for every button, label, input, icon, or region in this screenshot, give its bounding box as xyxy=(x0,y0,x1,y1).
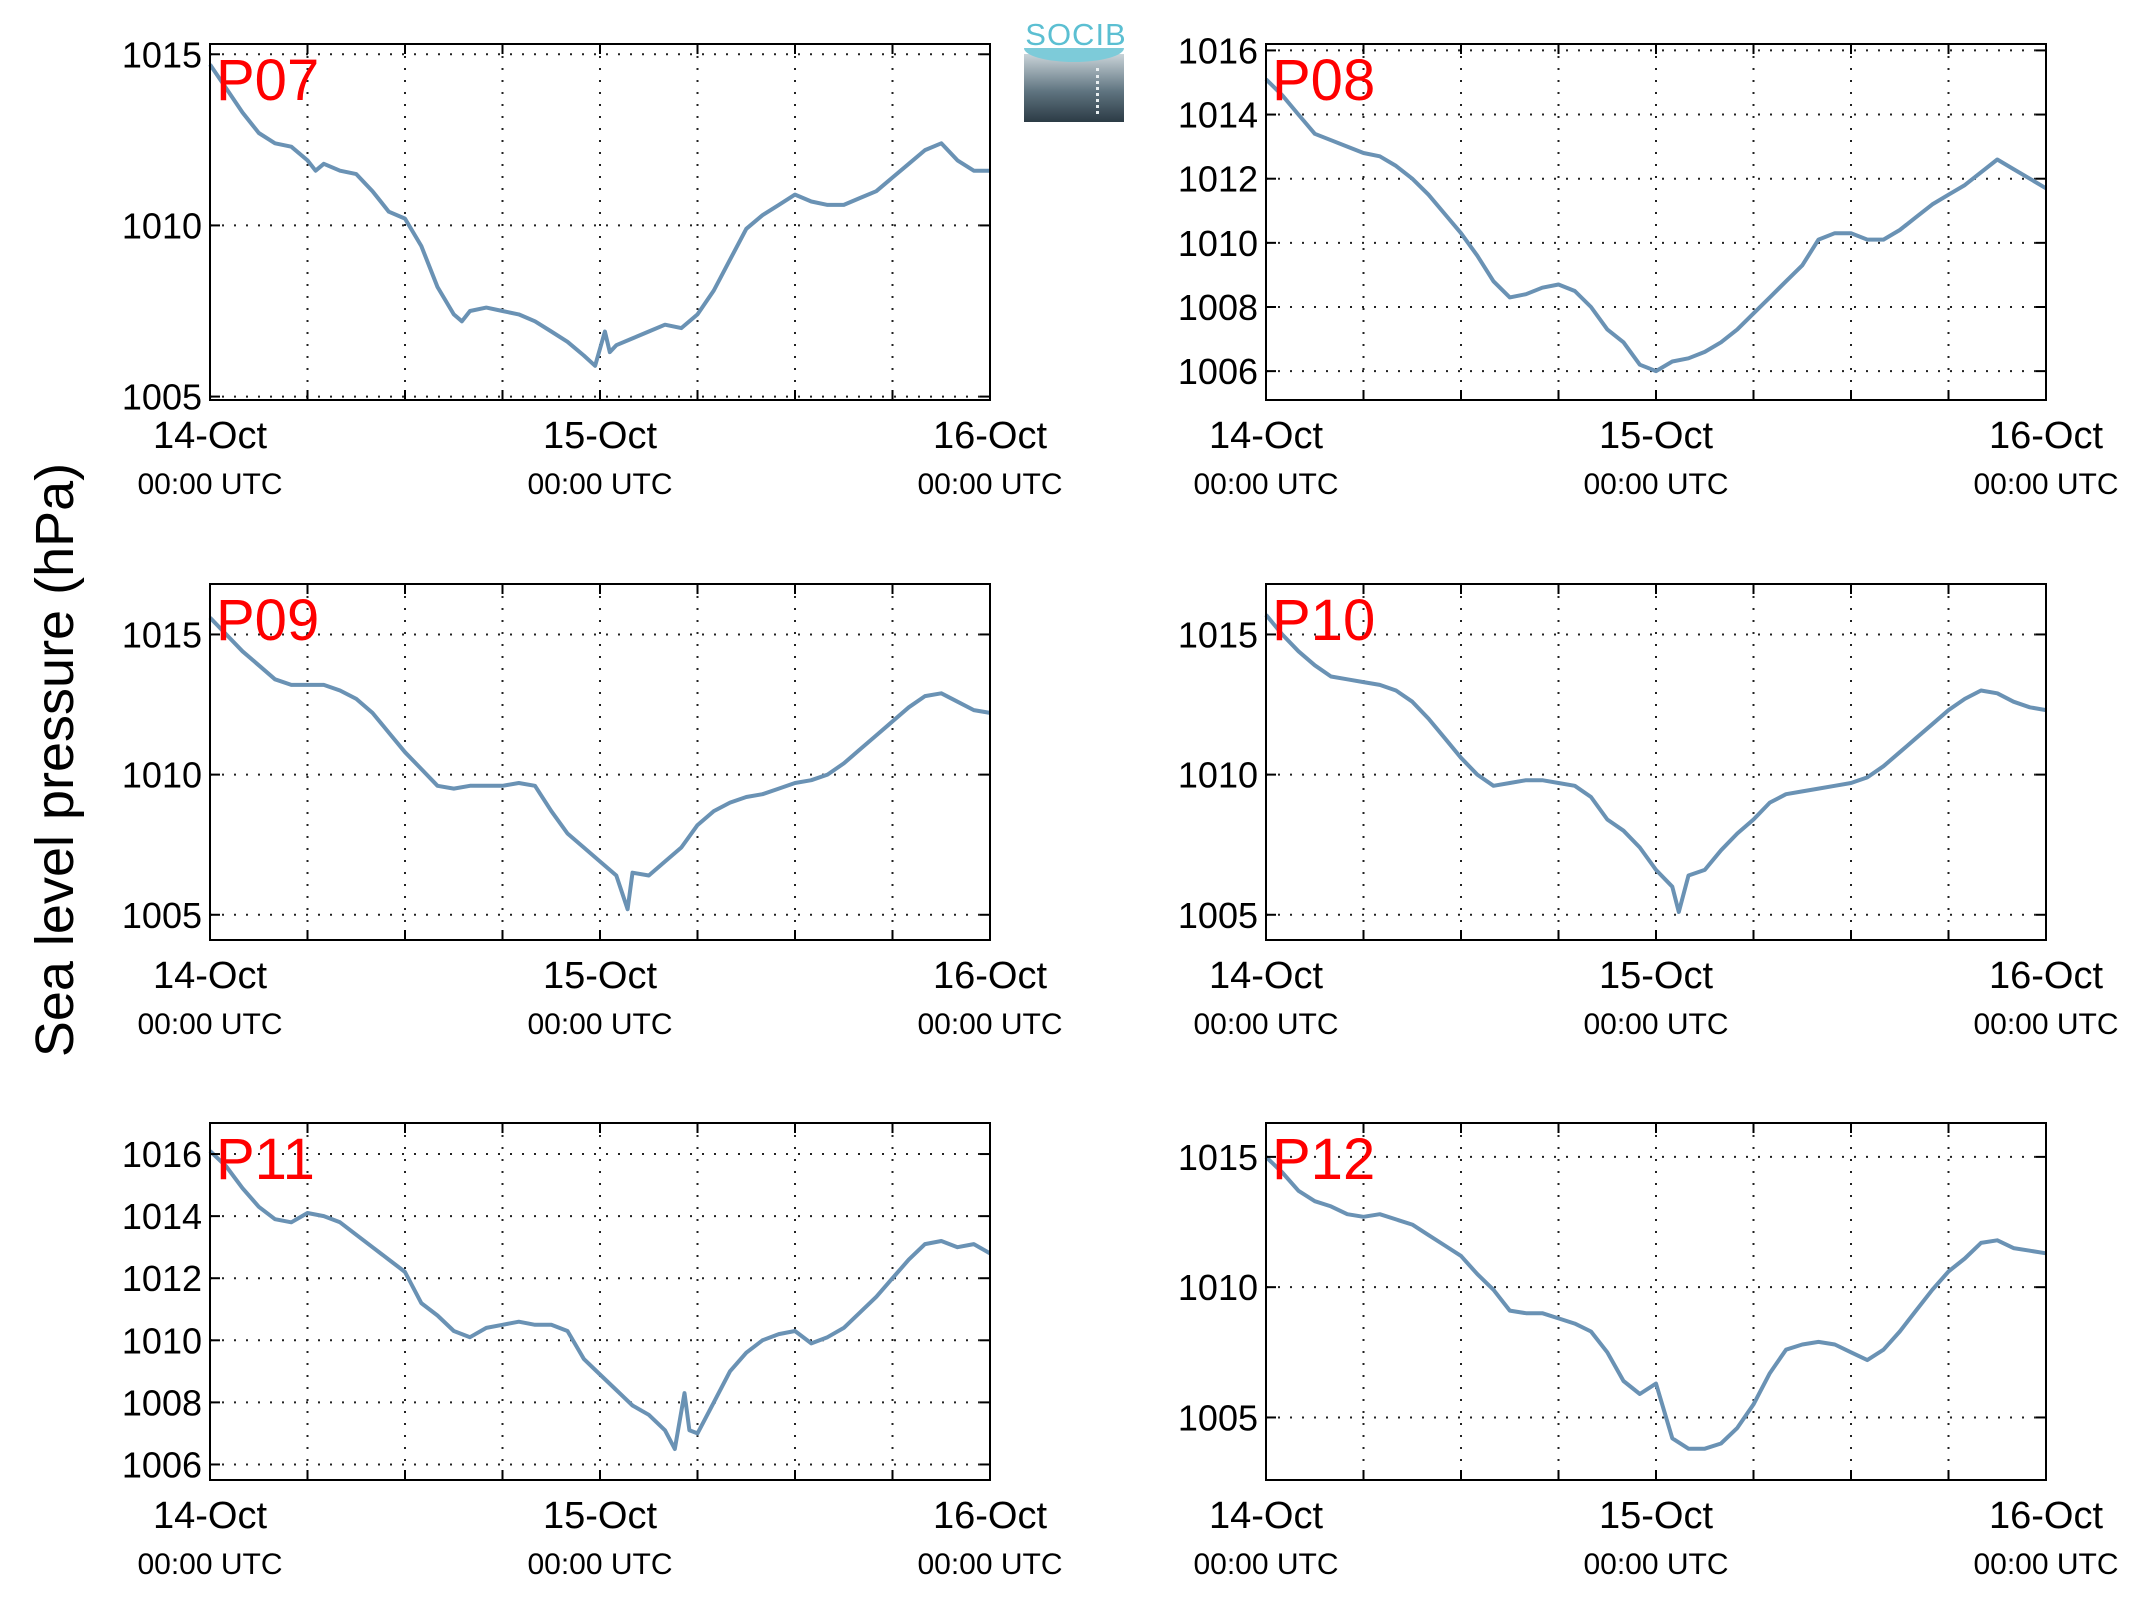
panel-p09: 1005 1010 1015 14-Oct 00:00 UTC 15-Oct 00:00 U… xyxy=(122,583,1063,1041)
x-tick-label-time: 00:00 UTC xyxy=(1583,1548,1728,1581)
y-tick-label: 1008 xyxy=(1178,287,1258,328)
y-tick-label: 1005 xyxy=(122,895,202,936)
y-tick-label: 1015 xyxy=(1178,614,1258,655)
x-tick-label-time: 00:00 UTC xyxy=(527,1548,672,1581)
x-tick-label-time: 00:00 UTC xyxy=(1973,468,2118,501)
panel-p12: 1005 1010 1015 14-Oct 00:00 UTC 15-Oct 00:00 U… xyxy=(1178,1122,2119,1581)
y-tick-label: 1010 xyxy=(1178,755,1258,796)
x-tick-label-time: 00:00 UTC xyxy=(1973,1548,2118,1581)
panel-label: P10 xyxy=(1272,588,1375,653)
x-tick-label-date: 16-Oct xyxy=(933,955,1047,997)
pressure-line xyxy=(208,1149,991,1451)
y-tick-label: 1015 xyxy=(122,34,202,75)
x-tick-label-date: 15-Oct xyxy=(543,955,657,997)
pressure-line xyxy=(1264,613,2047,914)
x-tick-label-date: 16-Oct xyxy=(1989,1495,2103,1537)
panel-p08: 1006 1008 1010 1012 1014 1016 14-Oct 00:00 UTC 1… xyxy=(1178,30,2119,501)
socib-logo: SOCIB xyxy=(1024,18,1128,122)
x-tick-label-time: 00:00 UTC xyxy=(527,1008,672,1041)
panel-label: P09 xyxy=(216,588,319,653)
x-tick-label-time: 00:00 UTC xyxy=(1583,468,1728,501)
panel-label: P11 xyxy=(216,1127,315,1192)
x-tick-label-time: 00:00 UTC xyxy=(917,1548,1062,1581)
panel-p11: 1006 1008 1010 1012 1014 1016 14-Oct 00:00 UTC 1… xyxy=(122,1122,1063,1581)
y-tick-label: 1014 xyxy=(122,1196,202,1237)
x-tick-label-time: 00:00 UTC xyxy=(137,1008,282,1041)
logo-text: SOCIB xyxy=(1025,17,1127,52)
y-tick-label: 1012 xyxy=(122,1258,202,1299)
x-tick-label-date: 14-Oct xyxy=(153,1495,267,1537)
logo-wave xyxy=(1024,48,1124,62)
panel-label: P12 xyxy=(1272,1127,1375,1192)
y-tick-label: 1015 xyxy=(1178,1137,1258,1178)
y-tick-label: 1010 xyxy=(1178,223,1258,264)
y-tick-label: 1010 xyxy=(122,755,202,796)
y-tick-label: 1005 xyxy=(122,377,202,418)
panel-p07: 1005 1010 1015 14-Oct 00:00 UTC 15-Oct 00:00 U… xyxy=(122,34,1063,501)
pressure-line xyxy=(208,63,990,368)
x-tick-label-date: 15-Oct xyxy=(1599,415,1713,457)
x-tick-label-date: 16-Oct xyxy=(1989,415,2103,457)
pressure-line xyxy=(208,616,991,912)
y-tick-label: 1006 xyxy=(1178,351,1258,392)
x-tick-label-time: 00:00 UTC xyxy=(527,468,672,501)
x-tick-label-date: 14-Oct xyxy=(1209,955,1323,997)
y-tick-label: 1006 xyxy=(122,1444,202,1485)
x-tick-label-time: 00:00 UTC xyxy=(137,468,282,501)
x-tick-label-time: 00:00 UTC xyxy=(1193,1008,1338,1041)
x-tick-label-date: 15-Oct xyxy=(543,1495,657,1537)
y-tick-label: 1010 xyxy=(1178,1267,1258,1308)
x-tick-label-date: 14-Oct xyxy=(1209,1495,1323,1537)
axes-frame xyxy=(209,583,991,941)
y-tick-label: 1016 xyxy=(122,1134,202,1175)
panel-p10: 1005 1010 1015 14-Oct 00:00 UTC 15-Oct 00:00 U… xyxy=(1178,583,2119,1041)
x-tick-label-time: 00:00 UTC xyxy=(1583,1008,1728,1041)
x-tick-label-date: 14-Oct xyxy=(153,955,267,997)
pressure-line xyxy=(1264,1155,2047,1451)
x-tick-label-date: 14-Oct xyxy=(1209,415,1323,457)
x-tick-label-time: 00:00 UTC xyxy=(1193,468,1338,501)
y-tick-label: 1008 xyxy=(122,1382,202,1423)
axes-frame xyxy=(1265,43,2047,401)
x-tick-label-time: 00:00 UTC xyxy=(1193,1548,1338,1581)
x-tick-label-time: 00:00 UTC xyxy=(137,1548,282,1581)
x-tick-label-date: 16-Oct xyxy=(933,415,1047,457)
x-tick-label-date: 16-Oct xyxy=(933,1495,1047,1537)
y-tick-label: 1014 xyxy=(1178,95,1258,136)
panel-label: P08 xyxy=(1272,48,1375,113)
pressure-line xyxy=(1264,77,2048,374)
x-tick-label-time: 00:00 UTC xyxy=(1973,1008,2118,1041)
y-tick-label: 1005 xyxy=(1178,895,1258,936)
axes-frame xyxy=(1265,583,2047,941)
x-tick-label-date: 15-Oct xyxy=(543,415,657,457)
x-tick-label-date: 16-Oct xyxy=(1989,955,2103,997)
x-tick-label-date: 14-Oct xyxy=(153,415,267,457)
x-tick-label-time: 00:00 UTC xyxy=(917,468,1062,501)
logo-dotted-line xyxy=(1096,68,1101,114)
x-tick-label-date: 15-Oct xyxy=(1599,1495,1713,1537)
x-tick-label-date: 15-Oct xyxy=(1599,955,1713,997)
axes-frame xyxy=(1265,1122,2047,1481)
x-tick-label-time: 00:00 UTC xyxy=(917,1008,1062,1041)
y-tick-label: 1015 xyxy=(122,614,202,655)
panel-label: P07 xyxy=(216,48,319,113)
y-tick-label: 1010 xyxy=(122,1320,202,1361)
y-tick-label: 1012 xyxy=(1178,159,1258,200)
y-tick-label: 1016 xyxy=(1178,30,1258,71)
y-tick-label: 1010 xyxy=(122,205,202,246)
logo-graphic xyxy=(1024,54,1124,122)
y-tick-label: 1005 xyxy=(1178,1397,1258,1438)
